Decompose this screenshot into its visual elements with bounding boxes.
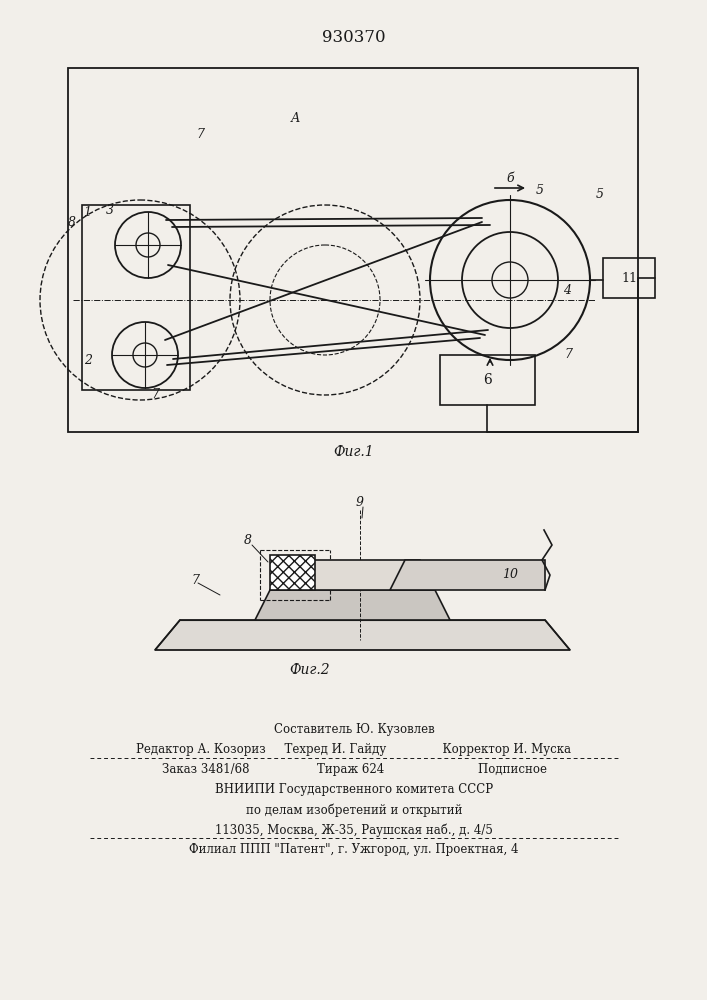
- Text: 7: 7: [196, 128, 204, 141]
- Text: 113035, Москва, Ж-35, Раушская наб., д. 4/5: 113035, Москва, Ж-35, Раушская наб., д. …: [215, 823, 493, 837]
- Text: 2: 2: [84, 354, 92, 366]
- Polygon shape: [155, 620, 570, 650]
- Bar: [68, 68, 638, 432]
- Text: 5: 5: [536, 184, 544, 196]
- Polygon shape: [255, 590, 450, 620]
- Text: Заказ 3481/68                  Тираж 624                         Подписное: Заказ 3481/68 Тираж 624 Подписное: [161, 764, 547, 776]
- Text: б: б: [506, 172, 514, 184]
- Text: 8: 8: [244, 534, 252, 546]
- Polygon shape: [390, 560, 545, 590]
- Text: 11: 11: [621, 271, 637, 284]
- Polygon shape: [270, 560, 435, 590]
- Text: Фиг.2: Фиг.2: [290, 663, 330, 677]
- Text: А: А: [291, 111, 300, 124]
- Text: 930370: 930370: [322, 29, 386, 46]
- Polygon shape: [270, 555, 315, 590]
- Text: Фиг.1: Фиг.1: [334, 445, 374, 459]
- Text: по делам изобретений и открытий: по делам изобретений и открытий: [246, 803, 462, 817]
- Text: Составитель Ю. Кузовлев: Составитель Ю. Кузовлев: [274, 724, 434, 736]
- Text: 7: 7: [151, 388, 159, 401]
- Text: ВНИИПИ Государственного комитета СССР: ВНИИПИ Государственного комитета СССР: [215, 784, 493, 796]
- Text: 10: 10: [502, 568, 518, 582]
- Text: Филиал ППП "Патент", г. Ужгород, ул. Проектная, 4: Филиал ППП "Патент", г. Ужгород, ул. Про…: [189, 844, 519, 856]
- Text: 4: 4: [563, 284, 571, 296]
- Text: 9: 9: [356, 496, 364, 510]
- Text: 7: 7: [191, 574, 199, 586]
- Bar: [82, 205, 190, 390]
- Text: 5: 5: [596, 188, 604, 202]
- Text: 7: 7: [564, 349, 572, 361]
- Text: 1: 1: [83, 206, 91, 219]
- Text: 8: 8: [68, 216, 76, 229]
- Bar: [440, 355, 535, 405]
- Text: Редактор А. Козориз     Техред И. Гайду               Корректор И. Муска: Редактор А. Козориз Техред И. Гайду Корр…: [136, 744, 571, 756]
- Text: 6: 6: [483, 373, 491, 387]
- Text: 3: 3: [106, 204, 114, 217]
- Bar: [603, 258, 655, 298]
